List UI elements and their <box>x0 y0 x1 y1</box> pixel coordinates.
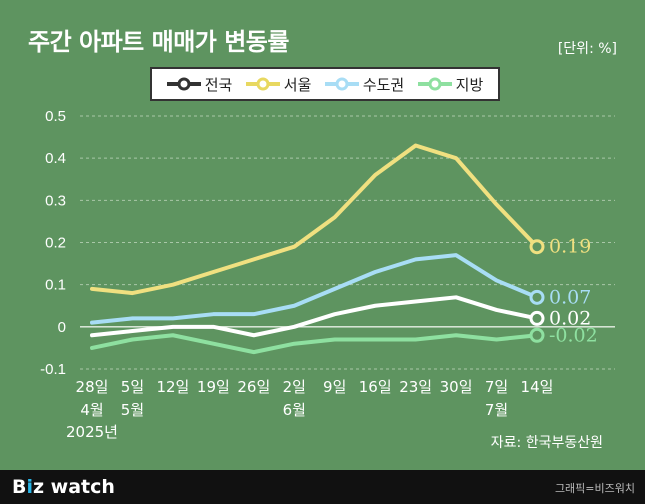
legend-marker-regional <box>417 77 452 91</box>
end-point-marker <box>529 310 545 326</box>
source-label: 자료: 한국부동산원 <box>490 435 603 451</box>
x-tick-sublabel: 5월 <box>121 401 144 419</box>
legend-item-seoul: 서울 <box>245 74 312 95</box>
x-tick-sublabel: 7월 <box>485 401 508 419</box>
x-tick-sublabel: 6월 <box>283 401 306 419</box>
x-tick-label: 5일 <box>121 378 144 396</box>
legend-item-capital: 수도권 <box>324 74 405 95</box>
x-tick-label: 12일 <box>156 378 189 396</box>
y-tick-label: 0 <box>58 319 66 336</box>
x-tick-sublabel: 2025년 <box>66 423 118 441</box>
series-line-수도권 <box>90 253 539 325</box>
legend-marker-seoul <box>245 77 280 91</box>
legend-marker-capital <box>324 77 359 91</box>
x-tick-label: 16일 <box>359 378 392 396</box>
line-chart: 0.5 0.4 0.3 0.2 0.1 0 -0.1 28일 4월 2025년 5일 5월 12일 19일… <box>40 108 615 441</box>
data-label: 0.07 <box>549 286 591 308</box>
y-tick-label: -0.1 <box>40 361 66 378</box>
graphic-credit: 그래픽=비즈워치 <box>554 482 635 495</box>
x-tick-label: 14일 <box>521 378 554 396</box>
legend-item-national: 전국 <box>166 74 233 95</box>
end-point-marker <box>529 239 545 255</box>
x-tick-label: 28일 <box>76 378 109 396</box>
legend-marker-national <box>166 77 201 91</box>
x-tick-sublabel: 4월 <box>80 401 103 419</box>
y-tick-label: 0.5 <box>45 108 66 125</box>
end-point-marker <box>529 289 545 305</box>
x-tick-label: 23일 <box>399 378 432 396</box>
unit-label: [단위: %] <box>557 41 617 57</box>
legend-label: 지방 <box>455 75 484 94</box>
x-tick-label: 9일 <box>323 378 346 396</box>
y-tick-label: 0.2 <box>45 235 66 252</box>
x-tick-label: 2일 <box>283 378 306 396</box>
x-tick-label: 30일 <box>440 378 473 396</box>
legend: 전국 서울 수도권 지방 <box>150 67 500 101</box>
chart-title: 주간 아파트 매매가 변동률 <box>28 28 289 56</box>
x-tick-label: 26일 <box>237 378 270 396</box>
series-line-전국 <box>90 295 539 338</box>
end-point-marker <box>529 327 545 343</box>
y-tick-label: 0.4 <box>45 150 66 167</box>
series-line-지방 <box>90 333 539 355</box>
series-line-서울 <box>90 143 539 296</box>
legend-label: 서울 <box>283 75 312 94</box>
legend-label: 전국 <box>204 75 233 94</box>
legend-label: 수도권 <box>362 75 405 94</box>
y-tick-label: 0.3 <box>45 192 66 209</box>
brand-logo: Biz watch <box>12 476 115 498</box>
legend-item-regional: 지방 <box>417 74 484 95</box>
y-tick-label: 0.1 <box>45 277 66 294</box>
x-tick-label: 19일 <box>197 378 230 396</box>
data-label: -0.02 <box>549 324 598 346</box>
data-label: 0.02 <box>549 307 591 329</box>
x-tick-label: 7일 <box>485 378 508 396</box>
data-label: 0.19 <box>549 236 591 258</box>
footer-bar: Biz watch 그래픽=비즈워치 <box>0 470 645 504</box>
